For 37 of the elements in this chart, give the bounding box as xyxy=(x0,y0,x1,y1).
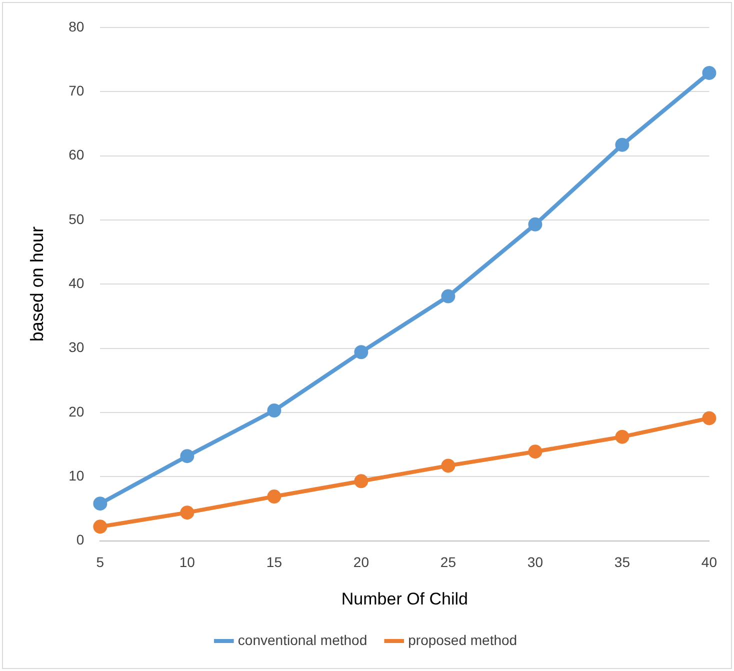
y-tick-label: 80 xyxy=(68,18,84,34)
y-tick-label: 10 xyxy=(68,467,84,484)
x-tick-label: 5 xyxy=(96,554,104,570)
point xyxy=(441,289,456,304)
y-tick-label: 0 xyxy=(76,532,84,548)
point xyxy=(267,404,282,418)
x-tick-label: 35 xyxy=(614,554,630,570)
legend-label: proposed method xyxy=(408,632,518,648)
legend-label: conventional method xyxy=(238,632,368,648)
y-tick-label: 70 xyxy=(68,82,84,98)
y-tick-label: 40 xyxy=(68,274,84,291)
point xyxy=(441,458,456,473)
point xyxy=(528,217,542,232)
x-tick-label: 30 xyxy=(527,554,544,570)
x-tick-label: 10 xyxy=(179,554,196,570)
point xyxy=(93,520,108,534)
y-axis-title: based on hour xyxy=(26,226,47,342)
point xyxy=(93,496,108,511)
y-tick-label: 30 xyxy=(68,339,84,356)
y-tick-label: 60 xyxy=(68,146,84,163)
x-tick-label: 15 xyxy=(266,554,282,570)
point xyxy=(615,138,630,152)
y-tick-label: 50 xyxy=(68,210,84,227)
point xyxy=(354,474,368,488)
point xyxy=(267,490,282,504)
point xyxy=(615,430,630,444)
x-tick-label: 40 xyxy=(701,554,718,570)
point xyxy=(528,444,542,459)
point xyxy=(702,411,716,426)
x-tick-label: 20 xyxy=(353,554,370,570)
point xyxy=(180,506,194,520)
x-axis-title: Number Of Child xyxy=(341,589,468,608)
point xyxy=(180,449,194,464)
x-tick-label: 25 xyxy=(440,554,456,570)
point xyxy=(354,345,368,360)
point xyxy=(702,66,716,80)
y-tick-label: 20 xyxy=(68,403,84,420)
